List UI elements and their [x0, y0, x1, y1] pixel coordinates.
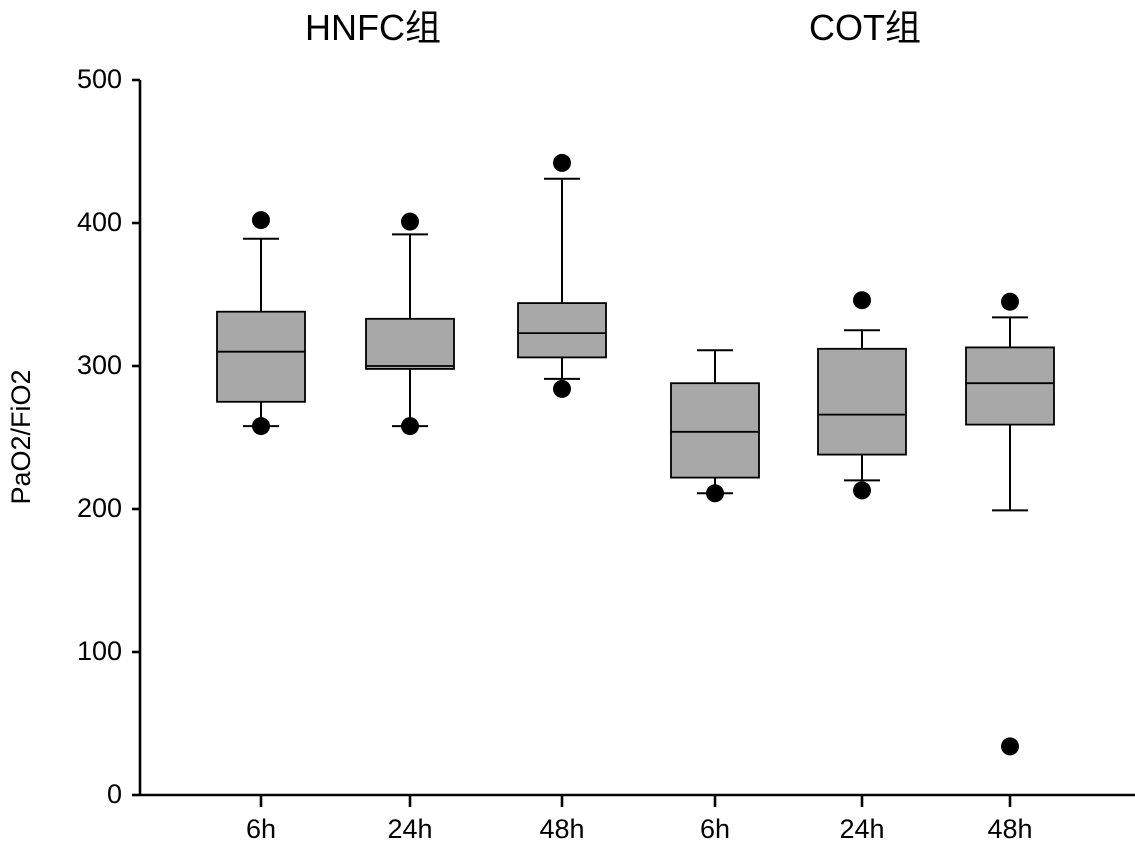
- svg-text:6h: 6h: [700, 814, 730, 844]
- svg-text:24h: 24h: [387, 814, 432, 844]
- svg-text:PaO2/FiO2: PaO2/FiO2: [6, 369, 36, 504]
- svg-text:100: 100: [77, 636, 122, 666]
- svg-text:HNFC组: HNFC组: [305, 7, 441, 48]
- svg-text:200: 200: [77, 493, 122, 523]
- svg-text:48h: 48h: [539, 814, 584, 844]
- svg-text:6h: 6h: [246, 814, 276, 844]
- svg-text:48h: 48h: [987, 814, 1032, 844]
- svg-text:300: 300: [77, 350, 122, 380]
- svg-text:400: 400: [77, 207, 122, 237]
- svg-text:24h: 24h: [839, 814, 884, 844]
- svg-text:500: 500: [77, 64, 122, 94]
- svg-text:COT组: COT组: [809, 7, 921, 48]
- svg-text:0: 0: [107, 779, 122, 809]
